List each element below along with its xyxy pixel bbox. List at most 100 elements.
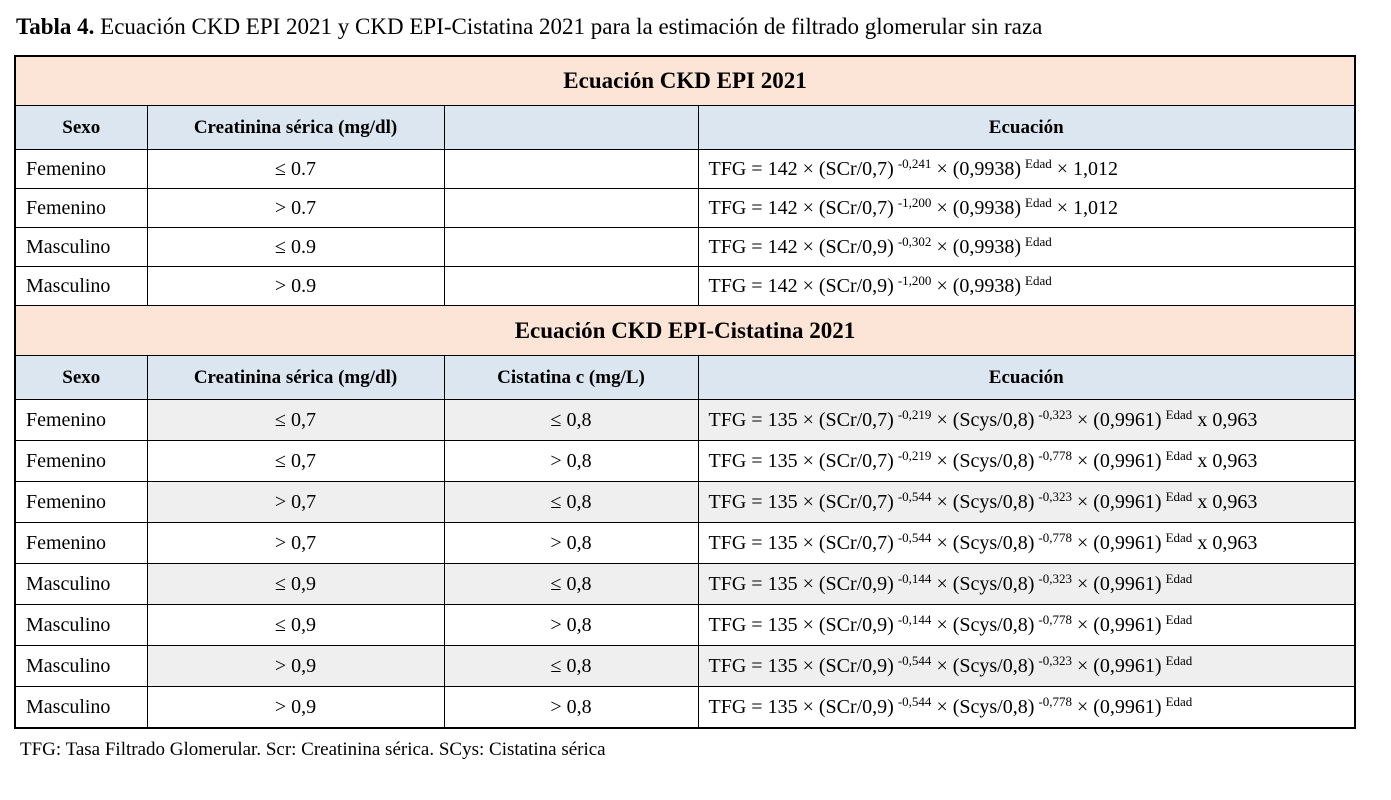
equation-exponent: Edad (1025, 195, 1052, 211)
section1-column-header-row: Sexo Creatinina sérica (mg/dl) Ecuación (14, 105, 1356, 151)
equation-cell: TFG = 135 × (SCr/0,9) -0,544 × (Scys/0,8)… (697, 645, 1356, 688)
column-header-sexo: Sexo (14, 355, 148, 401)
cistatina-cell (443, 188, 699, 229)
equation-exponent: -0,778 (1038, 694, 1072, 710)
column-header-creatinina: Creatinina sérica (mg/dl) (146, 105, 445, 151)
section1-title: Ecuación CKD EPI 2021 (14, 55, 1356, 107)
sexo-cell: Femenino (14, 149, 148, 190)
cistatina-cell: > 0,8 (443, 522, 699, 565)
equation-exponent: -0,778 (1038, 612, 1072, 628)
equation-cell: TFG = 135 × (SCr/0,7) -0,219 × (Scys/0,8)… (697, 440, 1356, 483)
table-row: Femenino ≤ 0,7 ≤ 0,8 TFG = 135 × (SCr/0,… (14, 399, 1356, 442)
equation-exponent: -0,323 (1038, 653, 1072, 669)
table-row: Femenino ≤ 0,7 > 0,8 TFG = 135 × (SCr/0,… (14, 440, 1356, 483)
section2-header-row: Ecuación CKD EPI-Cistatina 2021 (14, 305, 1356, 357)
equation-exponent: Edad (1025, 234, 1052, 250)
cistatina-cell (443, 227, 699, 268)
table-caption: Tabla 4. Ecuación CKD EPI 2021 y CKD EPI… (16, 12, 1377, 42)
sexo-cell: Femenino (14, 188, 148, 229)
equation-cell: TFG = 142 × (SCr/0,7) -0,241 × (0,9938) Ed… (697, 149, 1356, 190)
creatinina-cell: ≤ 0,7 (146, 399, 445, 442)
equation-cell: TFG = 142 × (SCr/0,9) -0,302 × (0,9938) Ed… (697, 227, 1356, 268)
sexo-cell: Masculino (14, 227, 148, 268)
table-row: Femenino > 0,7 ≤ 0,8 TFG = 135 × (SCr/0,… (14, 481, 1356, 524)
creatinina-cell: ≤ 0,7 (146, 440, 445, 483)
table-row: Masculino ≤ 0.9 TFG = 142 × (SCr/0,9) -0,… (14, 227, 1356, 268)
cistatina-cell: ≤ 0,8 (443, 563, 699, 606)
cistatina-cell (443, 266, 699, 307)
section1-header-row: Ecuación CKD EPI 2021 (14, 55, 1356, 107)
cistatina-cell: > 0,8 (443, 440, 699, 483)
section-ckd-epi-cistatina-2021: Ecuación CKD EPI-Cistatina 2021 Sexo Cre… (14, 305, 1356, 729)
cistatina-cell: ≤ 0,8 (443, 481, 699, 524)
equation-exponent: Edad (1165, 571, 1193, 587)
equation-exponent: -0,219 (897, 448, 932, 464)
equation-exponent: Edad (1165, 530, 1193, 546)
equation-exponent: -0,302 (897, 234, 932, 250)
creatinina-cell: ≤ 0.9 (146, 227, 445, 268)
creatinina-cell: > 0,7 (146, 522, 445, 565)
equation-exponent: -0,544 (897, 530, 932, 546)
equation-exponent: Edad (1165, 612, 1193, 628)
table-row: Femenino > 0.7 TFG = 142 × (SCr/0,7) -1,2… (14, 188, 1356, 229)
table-row: Masculino > 0.9 TFG = 142 × (SCr/0,9) -1,… (14, 266, 1356, 307)
section2-column-header-row: Sexo Creatinina sérica (mg/dl) Cistatina… (14, 355, 1356, 401)
equation-cell: TFG = 142 × (SCr/0,7) -1,200 × (0,9938) Ed… (697, 188, 1356, 229)
equation-exponent: Edad (1165, 448, 1193, 464)
equation-exponent: -0,778 (1038, 448, 1072, 464)
sexo-cell: Femenino (14, 399, 148, 442)
cistatina-cell: ≤ 0,8 (443, 399, 699, 442)
section-ckd-epi-2021: Ecuación CKD EPI 2021 Sexo Creatinina sé… (14, 55, 1356, 307)
creatinina-cell: > 0,9 (146, 686, 445, 729)
creatinina-cell: > 0,9 (146, 645, 445, 688)
sexo-cell: Masculino (14, 604, 148, 647)
creatinina-cell: > 0,7 (146, 481, 445, 524)
sexo-cell: Masculino (14, 645, 148, 688)
table-row: Femenino > 0,7 > 0,8 TFG = 135 × (SCr/0,… (14, 522, 1356, 565)
equation-exponent: -0,323 (1038, 571, 1072, 587)
equation-exponent: -0,544 (897, 694, 932, 710)
equation-exponent: -0,219 (897, 407, 932, 423)
column-header-sexo: Sexo (14, 105, 148, 151)
equation-exponent: Edad (1165, 653, 1193, 669)
table-row: Masculino ≤ 0,9 > 0,8 TFG = 135 × (SCr/0… (14, 604, 1356, 647)
equation-exponent: -0,323 (1038, 489, 1072, 505)
creatinina-cell: > 0.9 (146, 266, 445, 307)
page: Tabla 4. Ecuación CKD EPI 2021 y CKD EPI… (14, 12, 1377, 760)
sexo-cell: Femenino (14, 522, 148, 565)
cistatina-cell: ≤ 0,8 (443, 645, 699, 688)
cistatina-cell: > 0,8 (443, 604, 699, 647)
equation-exponent: -0,144 (897, 612, 932, 628)
equation-exponent: -1,200 (897, 195, 932, 211)
column-header-ecuacion: Ecuación (697, 355, 1356, 401)
equation-cell: TFG = 135 × (SCr/0,7) -0,544 × (Scys/0,8)… (697, 481, 1356, 524)
column-header-ecuacion: Ecuación (697, 105, 1356, 151)
creatinina-cell: > 0.7 (146, 188, 445, 229)
cistatina-cell (443, 149, 699, 190)
equation-cell: TFG = 135 × (SCr/0,9) -0,144 × (Scys/0,8)… (697, 604, 1356, 647)
column-header-creatinina: Creatinina sérica (mg/dl) (146, 355, 445, 401)
creatinina-cell: ≤ 0.7 (146, 149, 445, 190)
sexo-cell: Masculino (14, 266, 148, 307)
equation-exponent: -0,323 (1038, 407, 1072, 423)
equation-cell: TFG = 135 × (SCr/0,7) -0,544 × (Scys/0,8)… (697, 522, 1356, 565)
equation-exponent: -0,544 (897, 653, 932, 669)
creatinina-cell: ≤ 0,9 (146, 604, 445, 647)
equation-exponent: Edad (1165, 489, 1193, 505)
equation-exponent: Edad (1025, 273, 1052, 289)
sexo-cell: Femenino (14, 481, 148, 524)
equation-exponent: -0,144 (897, 571, 932, 587)
equation-exponent: Edad (1165, 694, 1193, 710)
equation-exponent: -0,778 (1038, 530, 1072, 546)
creatinina-cell: ≤ 0,9 (146, 563, 445, 606)
sexo-cell: Masculino (14, 563, 148, 606)
table-row: Masculino > 0,9 ≤ 0,8 TFG = 135 × (SCr/0… (14, 645, 1356, 688)
equation-cell: TFG = 135 × (SCr/0,7) -0,219 × (Scys/0,8)… (697, 399, 1356, 442)
table-row: Masculino > 0,9 > 0,8 TFG = 135 × (SCr/0… (14, 686, 1356, 729)
equation-exponent: -0,241 (897, 156, 932, 172)
equation-cell: TFG = 142 × (SCr/0,9) -1,200 × (0,9938) Ed… (697, 266, 1356, 307)
sexo-cell: Masculino (14, 686, 148, 729)
section2-title: Ecuación CKD EPI-Cistatina 2021 (14, 305, 1356, 357)
equation-exponent: -1,200 (897, 273, 932, 289)
sexo-cell: Femenino (14, 440, 148, 483)
